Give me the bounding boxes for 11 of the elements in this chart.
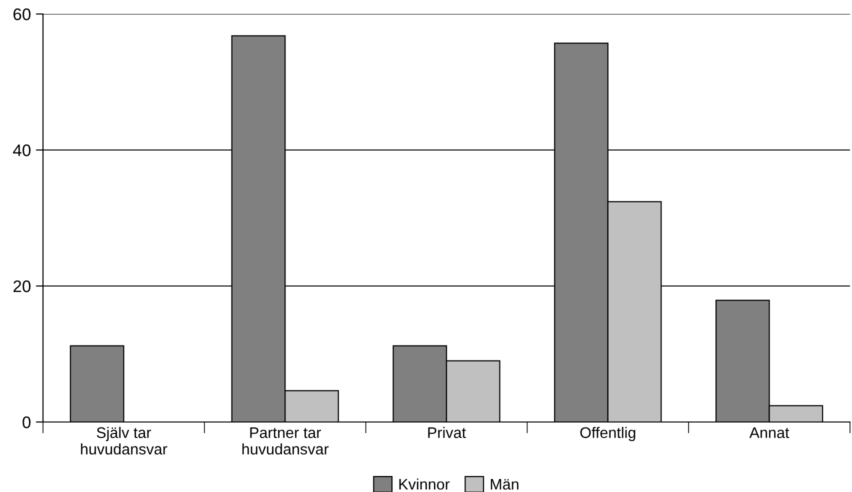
y-tick-label: 60 [14, 8, 31, 20]
x-tick-label: Annat [749, 427, 790, 438]
x-tick-label: Själv tar huvudansvar [81, 426, 168, 455]
y-tick-label: 20 [13, 280, 31, 292]
legend-label: Män [490, 479, 518, 490]
x-tick-label: Partner tar huvudansvar [242, 427, 329, 455]
y-tick-label: 40 [13, 144, 31, 156]
x-tick-label: Offentlig [580, 426, 636, 442]
legend-label: Kvinnor [399, 478, 450, 490]
x-tick-label: Privat [428, 426, 466, 438]
y-tick-label: 0 [22, 416, 31, 428]
